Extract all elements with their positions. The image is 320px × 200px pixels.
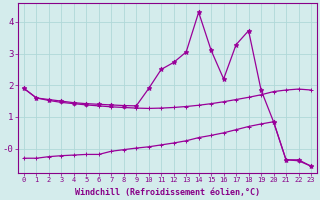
X-axis label: Windchill (Refroidissement éolien,°C): Windchill (Refroidissement éolien,°C) <box>75 188 260 197</box>
